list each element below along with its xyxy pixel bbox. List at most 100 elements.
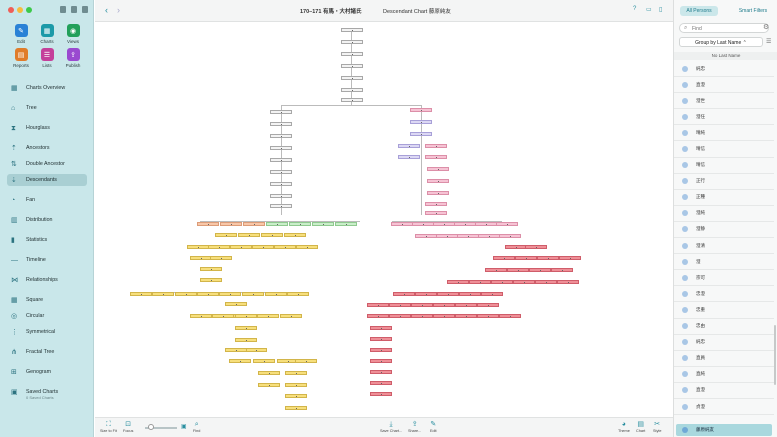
person-node[interactable] [335, 222, 357, 226]
sidebar-item-statistics[interactable]: ▮ Statistics [7, 234, 87, 246]
sidebar-item-double-ancestor[interactable]: ⇅ Double Ancestor [7, 158, 87, 170]
list-item[interactable]: 晴信 [674, 141, 774, 158]
person-node[interactable] [270, 110, 292, 114]
sidebar-item-charts-overview[interactable]: ▦ Charts Overview [7, 82, 87, 94]
list-item[interactable]: 忠重 [674, 302, 774, 319]
zoom-in-icon[interactable]: ▣ [181, 424, 187, 430]
person-node[interactable] [535, 280, 557, 284]
person-node[interactable] [425, 155, 447, 159]
person-node[interactable] [245, 348, 267, 352]
persons-list-scrollbar[interactable] [774, 325, 776, 385]
person-node[interactable] [412, 222, 434, 226]
person-node[interactable] [389, 314, 411, 318]
person-node[interactable] [270, 158, 292, 162]
sidebar-item-tree[interactable]: ⌂ Tree [7, 102, 87, 114]
person-node[interactable] [437, 292, 459, 296]
zoom-window-button[interactable] [26, 7, 32, 13]
person-node[interactable] [197, 292, 219, 296]
person-node[interactable] [469, 280, 491, 284]
person-node[interactable] [370, 359, 392, 363]
person-node[interactable] [295, 359, 317, 363]
person-node[interactable] [398, 144, 420, 148]
person-node[interactable] [410, 132, 432, 136]
list-item[interactable]: 澄任 [674, 109, 774, 126]
person-node[interactable] [393, 292, 415, 296]
person-node[interactable] [559, 256, 581, 260]
person-node[interactable] [175, 292, 197, 296]
group-by-select[interactable]: Group by Last Name ⌃ [679, 37, 763, 47]
find-input[interactable] [692, 25, 762, 33]
person-node[interactable] [285, 371, 307, 375]
person-node[interactable] [270, 194, 292, 198]
list-item[interactable]: 純忠 [674, 335, 774, 351]
person-node[interactable] [478, 234, 500, 238]
list-item[interactable]: 澄清 [674, 238, 774, 255]
person-node[interactable] [270, 134, 292, 138]
person-node[interactable] [238, 233, 260, 237]
sidebar-right-icon[interactable]: ▯ [659, 7, 663, 13]
sidebar-item-saved-charts[interactable]: ▣ Saved Charts [7, 386, 87, 398]
person-node[interactable] [507, 268, 529, 272]
person-node[interactable] [284, 233, 306, 237]
sidebar-item-fan[interactable]: ◔ Fan [7, 194, 87, 206]
person-node[interactable] [235, 314, 257, 318]
person-node[interactable] [557, 280, 579, 284]
sidebar-item-distribution[interactable]: ▥ Distribution [7, 214, 87, 226]
person-node[interactable] [270, 146, 292, 150]
forward-arrow-icon[interactable]: › [117, 5, 120, 15]
person-node[interactable] [367, 303, 389, 307]
person-node[interactable] [391, 222, 413, 226]
theme-button[interactable]: ◕ Theme [618, 421, 630, 433]
person-node[interactable] [551, 268, 573, 272]
person-node[interactable] [296, 245, 318, 249]
person-node[interactable] [285, 394, 307, 398]
person-node[interactable] [258, 383, 280, 387]
back-arrow-icon[interactable]: ‹ [105, 5, 108, 15]
list-item[interactable]: 晴純 [674, 125, 774, 142]
gear-icon[interactable]: ⚙ [763, 24, 770, 31]
find-field[interactable]: ⌕ [679, 23, 769, 33]
person-node[interactable] [411, 314, 433, 318]
edit-button[interactable]: ✎ Edit [8, 24, 34, 44]
sidebar-item-square[interactable]: ▦ Square [7, 294, 87, 306]
list-item[interactable]: 澄世 [674, 93, 774, 110]
person-node[interactable] [427, 179, 449, 183]
selected-person-row[interactable]: 藤原純友 [676, 424, 772, 436]
list-item[interactable]: 忠由 [674, 319, 774, 335]
descendant-chart-canvas[interactable] [95, 22, 673, 417]
list-item[interactable]: 忠澄 [674, 286, 774, 303]
lists-button[interactable]: ☰ Lists [34, 48, 60, 68]
person-node[interactable] [370, 326, 392, 330]
sidebar-item-relationships[interactable]: ⋈ Relationships [7, 274, 87, 286]
person-node[interactable] [411, 303, 433, 307]
person-node[interactable] [208, 245, 230, 249]
list-item[interactable]: 直員 [674, 351, 774, 367]
person-node[interactable] [289, 222, 311, 226]
person-node[interactable] [341, 28, 363, 32]
person-node[interactable] [152, 292, 174, 296]
person-node[interactable] [270, 170, 292, 174]
person-node[interactable] [258, 371, 280, 375]
publish-button[interactable]: ⇪ Publish [60, 48, 86, 68]
person-node[interactable] [280, 314, 302, 318]
person-node[interactable] [190, 256, 212, 260]
sidebar-item-ancestors[interactable]: ⇡ Ancestors [7, 142, 87, 154]
person-node[interactable] [370, 381, 392, 385]
person-node[interactable] [447, 280, 469, 284]
person-node[interactable] [499, 314, 521, 318]
person-node[interactable] [197, 222, 219, 226]
style-button[interactable]: ✂ Style [653, 421, 662, 433]
list-item[interactable]: 直純 [674, 367, 774, 383]
person-node[interactable] [287, 292, 309, 296]
person-node[interactable] [367, 314, 389, 318]
close-window-button[interactable] [8, 7, 14, 13]
person-node[interactable] [266, 222, 288, 226]
bookmark-icon[interactable] [71, 6, 77, 13]
list-item[interactable]: 澄 [674, 254, 774, 271]
focus-button[interactable]: ⊡ Focus [123, 421, 134, 433]
list-item[interactable]: 晴信 [674, 158, 774, 174]
person-node[interactable] [389, 303, 411, 307]
size-to-fit-button[interactable]: ⛶ Size to Fit [100, 421, 117, 433]
edit-button[interactable]: ✎ Edit [430, 421, 437, 433]
zoom-slider[interactable] [145, 427, 177, 429]
